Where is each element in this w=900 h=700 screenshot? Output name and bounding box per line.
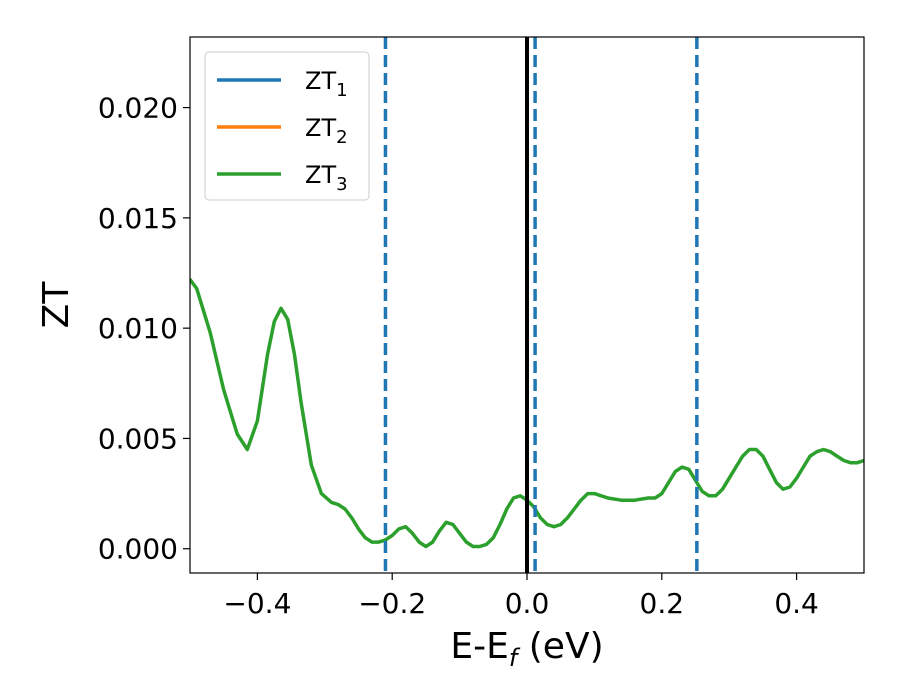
y-axis-ticks: 0.000 0.005 0.010 0.015 0.020: [98, 92, 190, 566]
legend-label-3: ZT3: [305, 161, 348, 195]
y-tick-label: 0.000: [98, 533, 178, 566]
vertical-lines: [383, 37, 699, 573]
y-axis-label: ZT: [36, 281, 77, 329]
series-line-3: [190, 277, 864, 549]
x-tick-label: 0.2: [640, 587, 685, 620]
x-tick-label: 0.0: [505, 587, 550, 620]
x-axis-label: E-Ef (eV): [450, 626, 603, 672]
x-axis-ticks: −0.4 −0.2 0.0 0.2 0.4: [223, 573, 819, 620]
y-tick-label: 0.005: [98, 422, 178, 455]
y-tick-label: 0.010: [98, 312, 178, 345]
legend-label-2: ZT2: [305, 114, 348, 148]
y-tick-label: 0.015: [98, 202, 178, 235]
series-layer: [190, 277, 864, 549]
x-axis-label-suffix: (eV): [517, 626, 603, 667]
x-axis-label-main: E-E: [450, 626, 508, 667]
y-tick-label: 0.020: [98, 92, 178, 125]
legend-box: [204, 51, 370, 201]
legend-label-1: ZT1: [305, 67, 348, 101]
x-tick-label: −0.2: [358, 587, 426, 620]
x-tick-label: −0.4: [223, 587, 291, 620]
x-tick-label: 0.4: [774, 587, 819, 620]
legend: ZT1 ZT2 ZT3: [204, 51, 370, 201]
